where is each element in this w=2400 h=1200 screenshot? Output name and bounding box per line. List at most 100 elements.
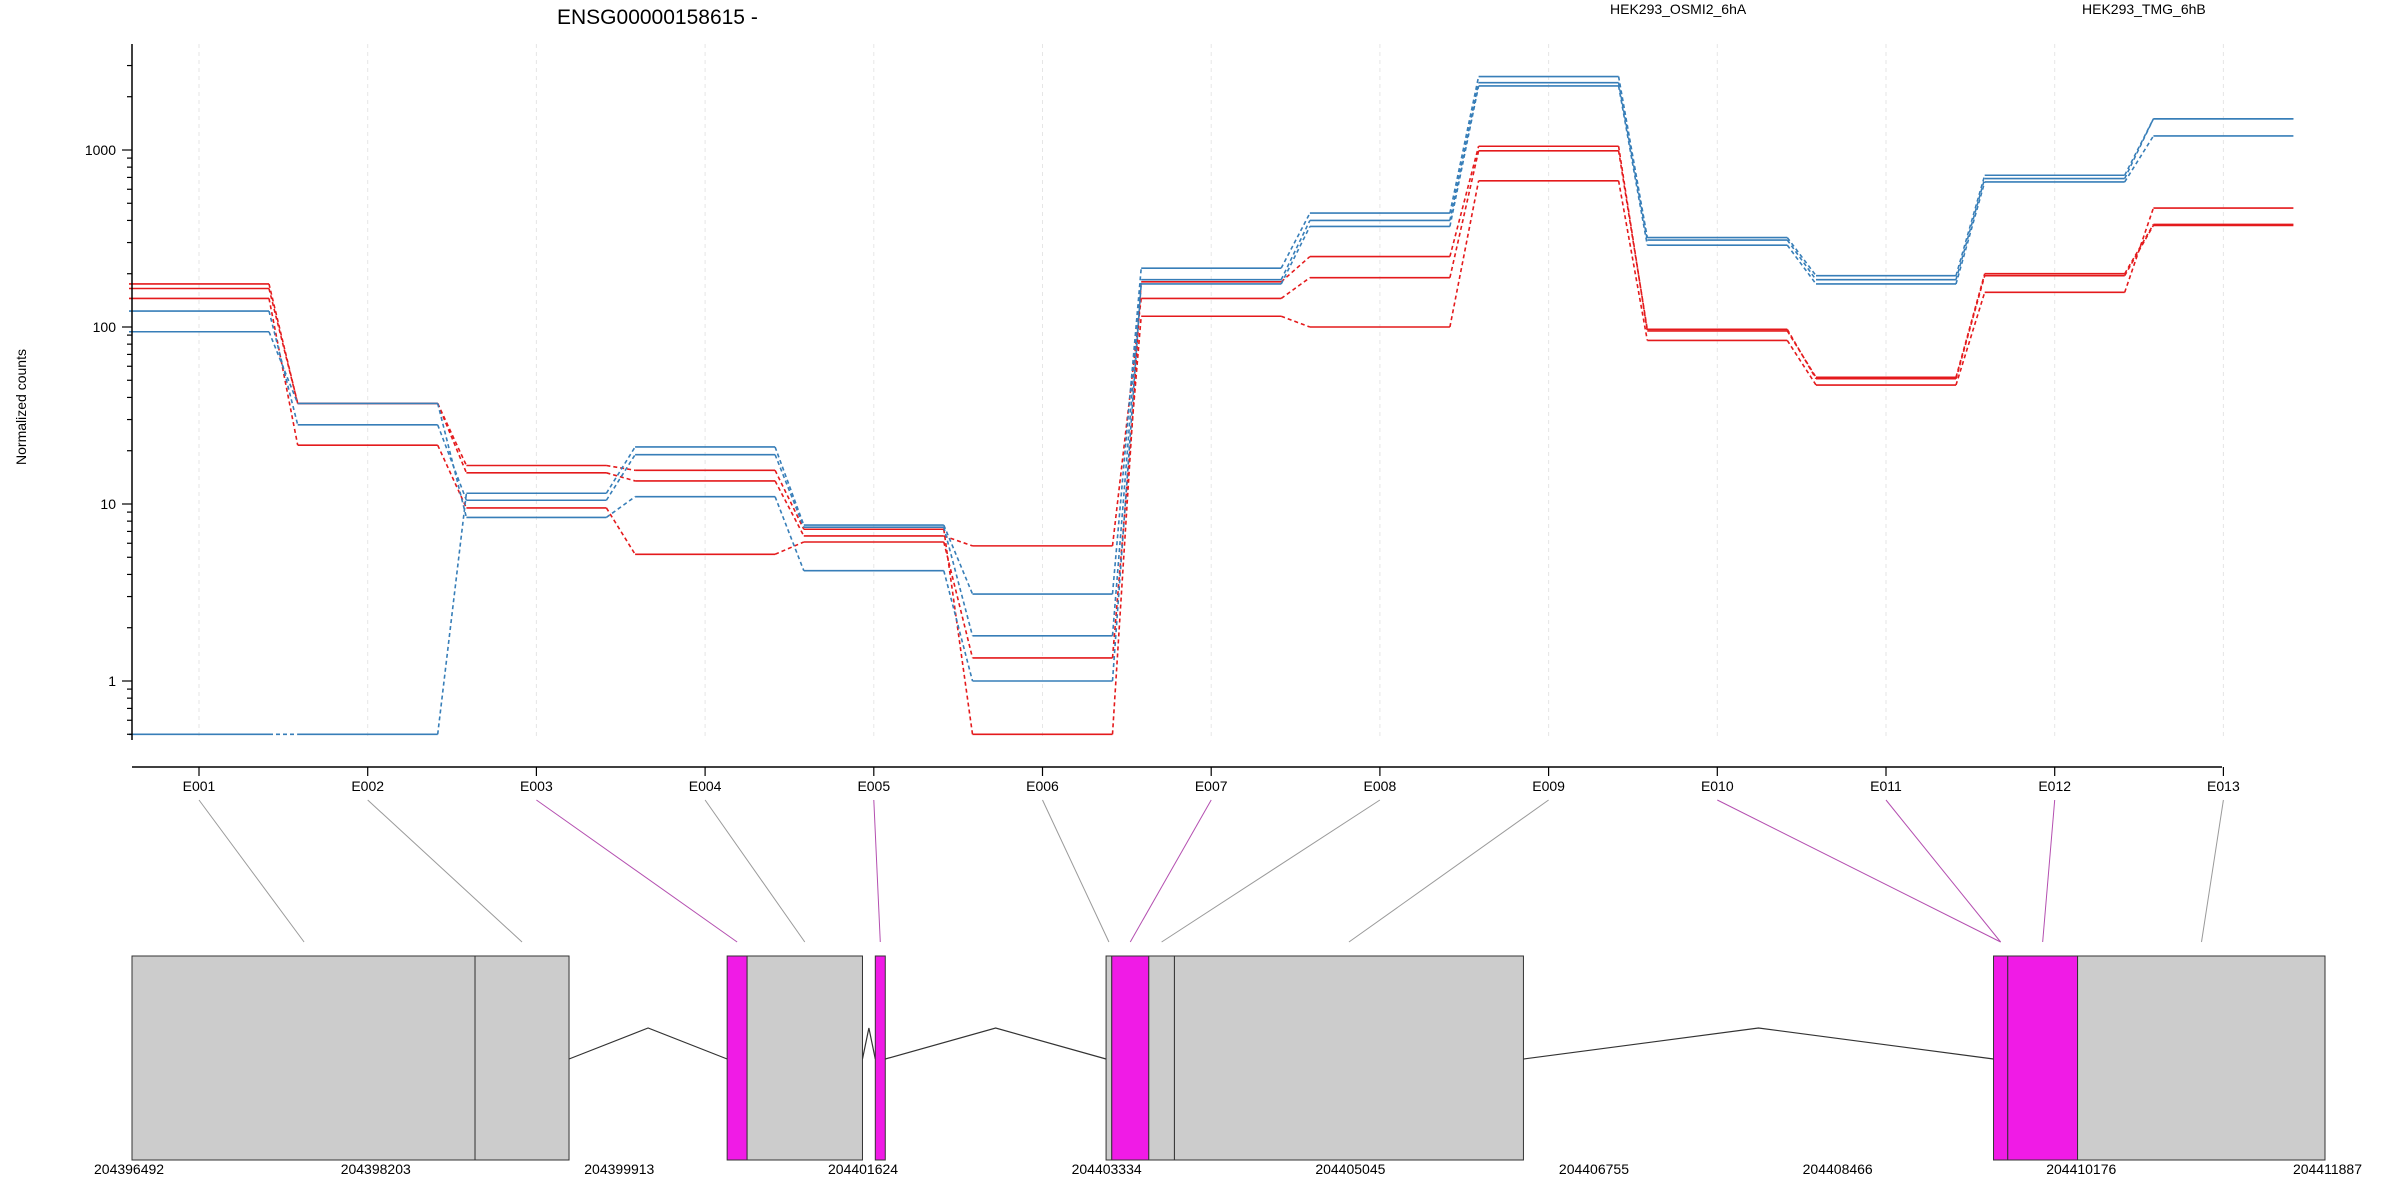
intron — [568, 1027, 728, 1060]
series-connector — [605, 496, 636, 519]
series-connector — [1111, 283, 1142, 682]
y-tick-label: 100 — [93, 319, 117, 335]
coordinate-label: 204406755 — [1559, 1161, 1629, 1177]
series-connector — [1617, 85, 1649, 246]
series-connector — [774, 446, 805, 526]
series-connector — [774, 480, 805, 537]
exon-link — [2201, 799, 2224, 943]
series-connector — [436, 403, 468, 466]
exon-link — [198, 799, 305, 943]
series-connector — [774, 469, 805, 530]
series-connector — [774, 541, 805, 556]
exon-links — [198, 799, 2224, 943]
series-connector — [1449, 85, 1480, 227]
series-connector — [268, 331, 299, 404]
series-connector — [1955, 275, 1986, 379]
chart-grid — [198, 44, 2224, 740]
series-connector — [774, 454, 805, 528]
exon-link — [1885, 799, 2002, 943]
series-4 — [129, 81, 2294, 637]
x-tick-label: E010 — [1701, 778, 1734, 794]
y-axis-label: Normalized counts — [13, 349, 29, 465]
series-connector — [1280, 212, 1311, 269]
series-connector — [1449, 82, 1480, 221]
coordinate-label: 204401624 — [828, 1161, 898, 1177]
series-connector — [1111, 281, 1142, 735]
legend-entry-tmg: HEK293_TMG_6hB — [2082, 1, 2206, 17]
exon — [2007, 955, 2079, 1161]
series-connector — [1955, 178, 1986, 280]
x-tick-label: E011 — [1870, 778, 1902, 794]
series-connector — [605, 454, 636, 501]
exon — [474, 955, 570, 1161]
series-connector — [1786, 244, 1817, 285]
coordinate-label: 204403334 — [1072, 1161, 1142, 1177]
series-connector — [1111, 279, 1142, 636]
series-3 — [129, 75, 2294, 736]
x-tick-label: E013 — [2207, 778, 2240, 794]
x-tick-label: E003 — [520, 778, 553, 794]
y-tick-label: 1000 — [85, 142, 116, 158]
exon — [726, 955, 748, 1161]
series-connector — [436, 493, 468, 735]
series-connector — [943, 541, 974, 659]
series-connector — [1786, 239, 1817, 281]
exon-link — [1042, 799, 1110, 943]
series-connector — [1617, 146, 1649, 332]
x-tick-label: E008 — [1364, 778, 1397, 794]
chart-axes: 1 10 100 1000 E001 E002 E003 E004 E005 E006 E007 E0… — [85, 44, 2240, 794]
x-tick-label: E007 — [1195, 778, 1228, 794]
series-connector — [1280, 315, 1311, 328]
coordinate-label: 204410176 — [2046, 1161, 2116, 1177]
series-connector — [1617, 150, 1649, 330]
series-5 — [129, 85, 2294, 682]
exon — [1111, 955, 1150, 1161]
series-connector — [1449, 180, 1480, 328]
series-connector — [1955, 181, 1986, 285]
series-connector — [1449, 146, 1480, 257]
series-connector — [436, 403, 468, 518]
series-connector — [1111, 316, 1142, 658]
exon-link — [873, 799, 881, 943]
exon-link — [536, 799, 738, 943]
series-connector — [1955, 273, 1986, 378]
intron — [1523, 1027, 1994, 1060]
series-connector — [1280, 255, 1311, 283]
exon — [131, 955, 476, 1161]
exon-link — [704, 799, 806, 943]
series-connector — [2124, 135, 2155, 183]
exon-link — [367, 799, 523, 943]
series-connector — [1280, 226, 1311, 285]
series-connector — [943, 524, 974, 595]
series-connector — [1786, 237, 1817, 277]
series-connector — [2123, 118, 2155, 176]
gene-model — [131, 955, 2326, 1161]
series-connector — [268, 298, 299, 446]
series-connector — [1280, 277, 1311, 300]
exon-link — [2042, 799, 2056, 943]
exon — [1173, 955, 1524, 1161]
series-connector — [1280, 220, 1311, 281]
coordinate-label: 204399913 — [584, 1161, 654, 1177]
legend-entry-osmi2: HEK293_OSMI2_6hA — [1610, 1, 1747, 17]
exon — [1148, 955, 1175, 1161]
series-connector — [1617, 82, 1649, 241]
exon — [746, 955, 863, 1161]
x-tick-label: E006 — [1026, 778, 1059, 794]
series-connector — [943, 535, 973, 547]
intron — [885, 1027, 1107, 1060]
exon-link — [1717, 799, 2001, 943]
series-connector — [943, 570, 974, 682]
series-connector — [2123, 207, 2155, 293]
exon — [2077, 955, 2326, 1161]
x-tick-label: E001 — [183, 778, 216, 794]
series-connector — [268, 288, 299, 404]
coordinate-label: 204398203 — [341, 1161, 411, 1177]
series-connector — [1449, 150, 1480, 278]
genomic-coordinates: 204396492 204398203 204399913 204401624 2044… — [94, 1161, 2362, 1177]
y-tick-label: 10 — [100, 496, 116, 512]
series-connector — [774, 496, 805, 571]
exon — [874, 955, 886, 1161]
exon-link — [1348, 799, 1549, 943]
series-connector — [943, 526, 974, 637]
